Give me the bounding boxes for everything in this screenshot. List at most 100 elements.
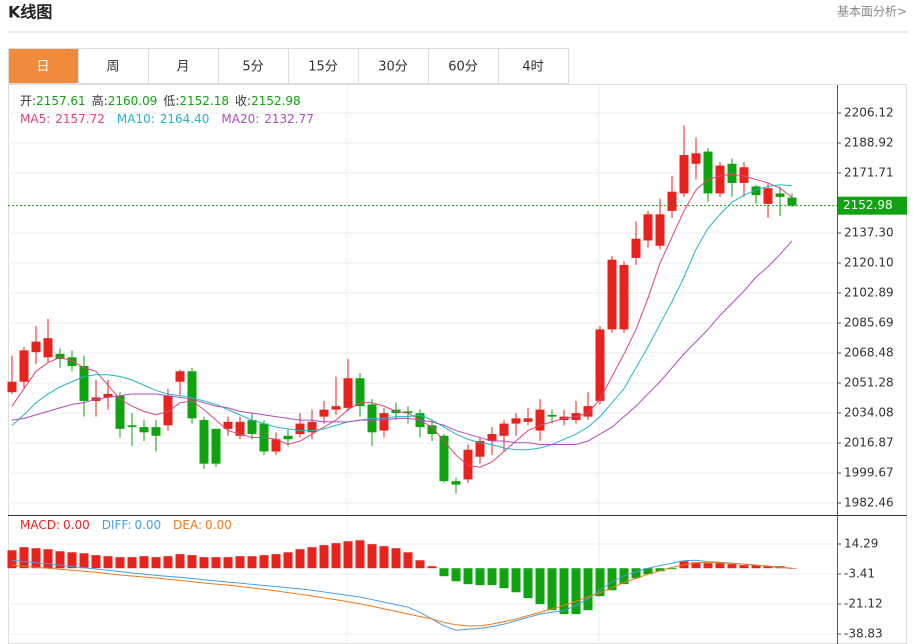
ohlc-label: 低: [163,94,179,108]
macd-bar [127,557,137,569]
candle-body [175,371,185,382]
y-tick-label: 2206.12 [844,106,894,120]
macd-bar [7,550,17,569]
macd-bar [259,555,269,569]
candle-body [667,191,677,211]
candle-body [103,393,113,398]
macd-bar [439,568,449,577]
tab-label[interactable]: 60分 [448,60,478,75]
macd-bar [79,553,89,569]
candle-body [451,481,461,485]
macd-bar [715,563,725,569]
candle-body [55,353,65,360]
y-tick-label: 2171.71 [844,166,894,180]
candle-body [295,423,305,435]
legend-value: 2157.72 [55,112,105,126]
price-tag-label: 2152.98 [843,198,893,212]
legend-name: MACD: [20,518,60,532]
tab-label[interactable]: 30分 [378,60,408,75]
macd-bar [415,560,425,569]
legend-value: 2132.77 [264,112,314,126]
macd-bar [151,557,161,569]
candle-body [331,406,341,410]
macd-bar [331,543,341,569]
candle-body [727,163,737,183]
tab-label[interactable]: 5分 [242,60,263,75]
candle-body [223,421,233,429]
y-tick-label: 2085.69 [844,315,894,329]
legend-value: 0.00 [63,518,90,532]
tab-label[interactable]: 月 [176,60,189,75]
candle-body [283,435,293,440]
macd-bar [547,568,557,611]
tab-label[interactable]: 周 [106,60,119,75]
macd-bar [691,562,701,569]
macd-bar [43,549,53,569]
fundamental-link[interactable]: 基本面分析> [837,5,907,19]
macd-bar [643,568,653,575]
tab-bar: 日 周 月 5分 15分 30分 60分 4时 [8,48,569,84]
y-tick-label: -38.83 [844,627,883,641]
macd-bar [631,568,641,579]
macd-bar [19,547,29,569]
tab[interactable] [498,48,569,84]
legend-name: MA5: [20,112,50,126]
y-tick-label: 2102.89 [844,286,894,300]
candle-body [67,357,77,367]
macd-bar [211,557,221,569]
tab-label[interactable]: 15分 [308,60,338,75]
macd-bar [535,568,545,605]
macd-bar [403,552,413,569]
macd-bar [427,566,437,569]
candle-body [619,264,629,330]
ma-line [11,173,793,468]
tab-label[interactable]: 日 [36,60,49,75]
macd-line [11,559,793,631]
tab[interactable] [78,48,149,84]
macd-bar [199,557,209,569]
ma-line [11,240,793,446]
tab[interactable] [148,48,219,84]
macd-bar [139,556,149,569]
macd-bar [67,552,77,569]
candle-body [211,428,221,464]
macd-bar [499,568,509,589]
ohlc-value: 2152.98 [251,94,301,108]
macd-bar [463,568,473,585]
tab[interactable] [358,48,429,84]
candle-body [187,371,197,419]
candle-body [643,214,653,241]
macd-bar [187,555,197,569]
macd-bar [451,568,461,582]
tab-label[interactable]: 4时 [522,60,543,75]
candle-body [355,378,365,407]
candle-body [631,238,641,258]
y-tick-label: 2188.92 [844,135,894,149]
candle-body [475,441,485,457]
candle-body [607,259,617,330]
candle-body [403,411,413,414]
macd-bar [175,554,185,569]
legend-name: MA20: [221,112,259,126]
macd-bar [559,568,569,615]
legend-value: 2164.40 [160,112,210,126]
ohlc-label: 收: [235,94,251,108]
candle-body [583,406,593,417]
y-tick-label: 2034.08 [844,405,894,419]
candle-body [427,425,437,435]
macd-bar [283,552,293,569]
macd-bar [703,563,713,569]
legend-value: 0.00 [134,518,161,532]
ohlc-value: 2152.18 [179,94,229,108]
candle-body [463,449,473,480]
candle-body [787,197,797,206]
candle-body [199,420,209,464]
candle-body [139,427,149,433]
y-tick-label: 2068.48 [844,346,894,360]
macd-line [11,561,793,627]
legend-value: 0.00 [205,518,232,532]
candle-body [271,439,281,452]
candle-body [151,427,161,436]
y-tick-label: 2120.10 [844,255,894,269]
y-tick-label: -3.41 [844,566,875,580]
